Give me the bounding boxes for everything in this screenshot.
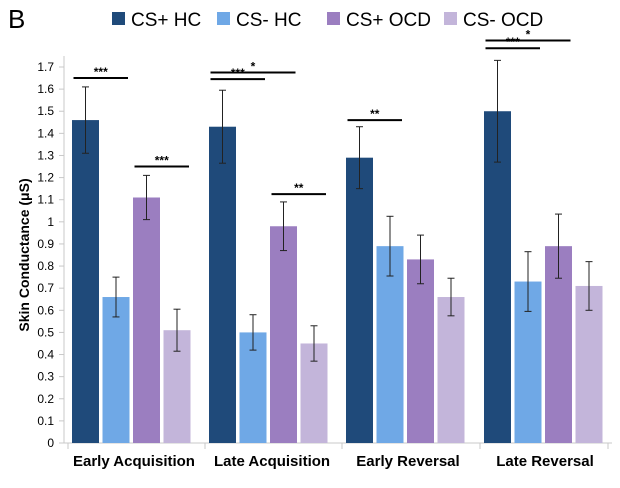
y-tick-label: 0.1 xyxy=(37,414,54,428)
significance-label: *** xyxy=(506,35,520,49)
legend-swatch-1 xyxy=(112,12,125,25)
y-tick-label: 0.4 xyxy=(37,348,54,362)
bar xyxy=(575,285,603,443)
x-category-label: Early Reversal xyxy=(356,453,459,470)
y-tick-label: 0.6 xyxy=(37,303,54,317)
bar xyxy=(407,259,434,443)
legend-swatch-3 xyxy=(327,12,340,25)
significance-label: ** xyxy=(294,181,304,195)
y-axis-label: Skin Conductance (μS) xyxy=(16,178,32,331)
bar xyxy=(437,297,465,443)
y-tick-label: 1.6 xyxy=(37,82,54,96)
bar xyxy=(133,197,160,443)
significance-label: *** xyxy=(94,65,108,79)
bar xyxy=(545,246,572,443)
significance-annotations: ********* ********* xyxy=(73,27,571,196)
legend-label-4: CS- OCD xyxy=(463,10,543,31)
x-category-label: Early Acquisition xyxy=(73,453,195,470)
bar xyxy=(270,226,297,443)
axes: 0 0.1 0.2 0.3 0.4 0.5 0.6 0.7 0.8 0.9 1 1.1 1.2 1.3 1.… xyxy=(16,55,612,470)
y-tick-label: 0.2 xyxy=(37,392,54,406)
significance-label: *** xyxy=(155,154,169,168)
y-tick-label: 1.1 xyxy=(37,193,54,207)
y-tick-label: 0.8 xyxy=(37,259,54,273)
bars xyxy=(72,111,603,444)
significance-label: * xyxy=(526,27,531,41)
y-tick-label: 0.7 xyxy=(37,281,54,295)
bar xyxy=(72,120,99,444)
x-category-label: Late Reversal xyxy=(496,453,594,470)
bar xyxy=(239,332,267,443)
legend-swatch-2 xyxy=(217,12,230,25)
bar xyxy=(376,246,404,443)
panel-label: B xyxy=(8,4,25,34)
significance-label: ** xyxy=(370,107,380,121)
error-bars xyxy=(82,59,593,362)
y-tick-label: 1.3 xyxy=(37,148,54,162)
legend-label-2: CS- HC xyxy=(236,10,301,31)
y-tick-label: 0.9 xyxy=(37,237,54,251)
y-tick-label: 1.7 xyxy=(37,60,54,74)
y-tick-label: 0.5 xyxy=(37,325,54,339)
legend: CS+ HC CS- HC CS+ OCD CS- OCD xyxy=(112,10,543,31)
legend-label-3: CS+ OCD xyxy=(346,10,431,31)
significance-label: * xyxy=(251,60,256,74)
legend-swatch-4 xyxy=(444,12,457,25)
legend-label-1: CS+ HC xyxy=(131,10,201,31)
bar xyxy=(102,297,130,443)
y-tick-label: 1.4 xyxy=(37,126,54,140)
bar xyxy=(209,126,236,443)
bar xyxy=(346,157,373,443)
y-tick-label: 1 xyxy=(47,215,54,229)
y-tick-label: 1.5 xyxy=(37,104,54,118)
y-tick-label: 0 xyxy=(47,436,54,450)
y-tick-label: 1.2 xyxy=(37,171,54,185)
bar xyxy=(484,111,511,443)
y-tick-label: 0.3 xyxy=(37,370,54,384)
x-category-label: Late Acquisition xyxy=(214,453,330,470)
